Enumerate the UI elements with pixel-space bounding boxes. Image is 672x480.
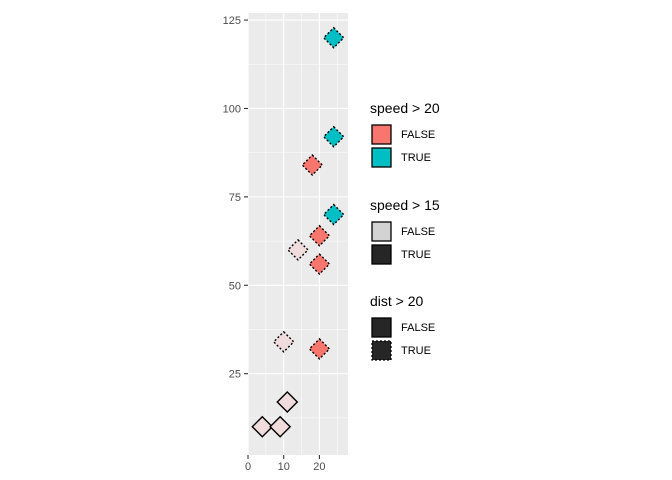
legend-key xyxy=(370,339,393,362)
x-tick-label: 0 xyxy=(245,461,251,473)
legend-label: FALSE xyxy=(401,225,436,238)
y-tick-label: 125 xyxy=(223,15,241,27)
legend-item: TRUE xyxy=(370,146,490,169)
x-tick-label: 20 xyxy=(313,461,325,473)
data-points xyxy=(251,26,345,438)
legend-item: FALSE xyxy=(370,316,490,339)
scatter-point xyxy=(322,203,345,226)
legend-key xyxy=(370,123,393,146)
legend-dist-gt-20: dist > 20 FALSE TRUE xyxy=(370,293,490,362)
axes: 0 10 20 25 50 75 100 125 xyxy=(223,15,326,473)
scatter-point xyxy=(276,390,299,413)
scatter-point xyxy=(301,154,324,177)
legend-label: TRUE xyxy=(401,248,431,261)
legend-label: TRUE xyxy=(401,151,431,164)
plot-panel xyxy=(248,13,348,455)
legend-label: TRUE xyxy=(401,344,431,357)
scatter-point xyxy=(269,415,292,438)
scatter-point xyxy=(251,415,274,438)
legend-key xyxy=(370,220,393,243)
y-tick-label: 25 xyxy=(229,369,241,381)
legend-item: TRUE xyxy=(370,243,490,266)
scatter-point xyxy=(287,238,309,261)
scatter-point xyxy=(308,253,331,276)
legend-label: FALSE xyxy=(401,321,436,334)
x-tick-label: 10 xyxy=(278,461,290,473)
legend-speed-gt-15: speed > 15 FALSE TRUE xyxy=(370,197,490,266)
legend-speed-gt-20: speed > 20 FALSE TRUE xyxy=(370,100,490,169)
legend-key xyxy=(370,146,393,169)
scatter-point xyxy=(272,330,295,353)
grid-major xyxy=(247,13,348,455)
legend-title: dist > 20 xyxy=(370,293,424,309)
scatter-point xyxy=(308,337,331,360)
legend-item: FALSE xyxy=(370,123,490,146)
legend-label: FALSE xyxy=(401,128,436,141)
scatter-point xyxy=(322,26,345,49)
y-tick-label: 100 xyxy=(223,103,241,115)
legend-item: FALSE xyxy=(370,220,490,243)
legend-item: TRUE xyxy=(370,339,490,362)
legend-key xyxy=(370,243,393,266)
legend-title: speed > 20 xyxy=(370,100,440,116)
legend-key xyxy=(370,316,393,339)
scatter-point xyxy=(308,224,331,247)
legend-title: speed > 15 xyxy=(370,197,440,213)
scatter-point xyxy=(322,125,345,148)
y-tick-label: 75 xyxy=(229,192,241,204)
y-tick-label: 50 xyxy=(229,280,241,292)
